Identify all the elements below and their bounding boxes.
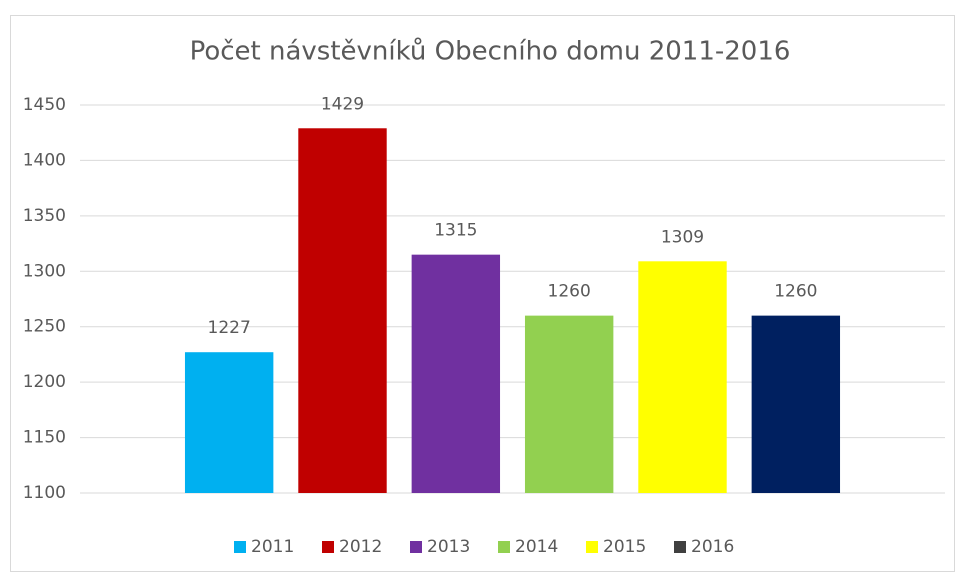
- y-tick-label: 1150: [23, 428, 66, 448]
- bar: [751, 315, 841, 493]
- data-label: 1309: [661, 227, 704, 247]
- legend-label: 2016: [691, 537, 734, 557]
- data-label: 1260: [774, 282, 817, 302]
- legend-swatch: [498, 541, 510, 553]
- y-tick-label: 1450: [23, 95, 66, 115]
- legend-swatch: [586, 541, 598, 553]
- legend-swatch: [674, 541, 686, 553]
- legend-label: 2012: [339, 537, 382, 557]
- bar: [184, 352, 274, 493]
- legend-label: 2011: [251, 537, 294, 557]
- y-tick-label: 1100: [23, 483, 66, 503]
- y-tick-label: 1300: [23, 261, 66, 281]
- legend-swatch: [410, 541, 422, 553]
- bar: [638, 261, 727, 493]
- bar: [411, 254, 501, 493]
- legend-swatch: [322, 541, 334, 553]
- bar: [524, 315, 614, 493]
- data-label: 1315: [434, 221, 477, 241]
- data-label: 1429: [321, 94, 364, 114]
- y-tick-label: 1400: [23, 150, 66, 170]
- legend-label: 2015: [603, 537, 646, 557]
- data-label: 1260: [548, 282, 591, 302]
- legend-label: 2014: [515, 537, 558, 557]
- y-tick-label: 1250: [23, 317, 66, 337]
- legend-swatch: [234, 541, 246, 553]
- bar: [298, 128, 387, 493]
- y-tick-label: 1200: [23, 372, 66, 392]
- legend-label: 2013: [427, 537, 470, 557]
- chart-title: Počet návstěvníků Obecního domu 2011-201…: [190, 37, 791, 67]
- y-tick-label: 1350: [23, 206, 66, 226]
- data-label: 1227: [208, 318, 251, 338]
